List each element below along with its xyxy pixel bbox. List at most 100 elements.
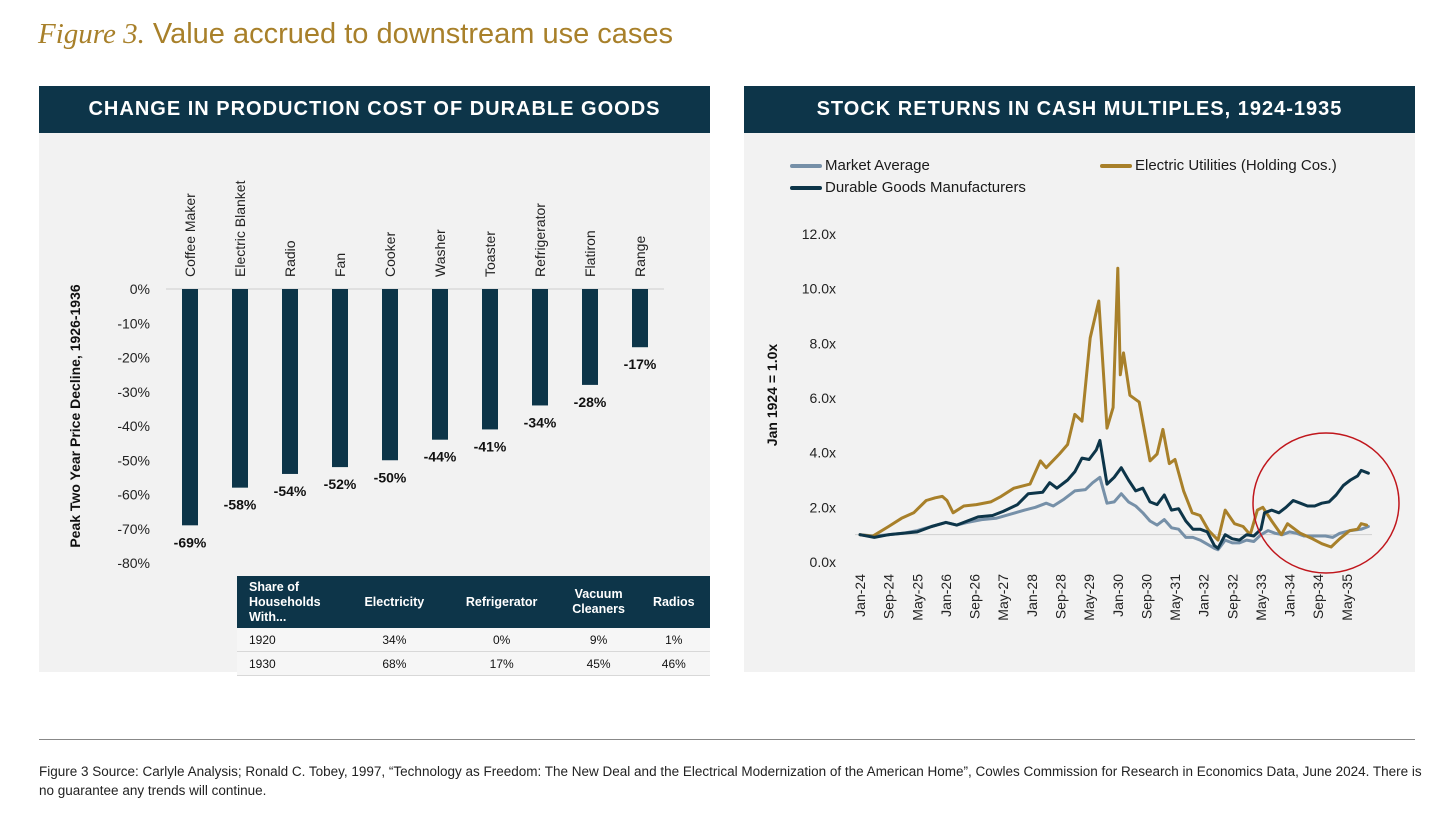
legend-market-average: Market Average: [790, 157, 930, 174]
bar-chart-panel: CHANGE IN PRODUCTION COST OF DURABLE GOO…: [39, 86, 710, 672]
category-label: Cooker: [382, 232, 398, 277]
x-tick-label: Jan-28: [1024, 574, 1040, 617]
legend-swatch: [790, 185, 822, 190]
table-cell: 0%: [443, 628, 560, 652]
y-tick-label: 0%: [130, 281, 150, 297]
households-table: Share of Households With... Electricity …: [237, 576, 710, 676]
x-tick-label: May-27: [995, 574, 1011, 621]
y-tick-label: 6.0x: [810, 390, 836, 406]
data-label: -17%: [624, 356, 657, 372]
x-tick-label: May-35: [1339, 574, 1355, 621]
category-label: Washer: [432, 229, 448, 277]
table-cell: 1920: [237, 628, 345, 652]
table-header: Radios: [637, 576, 710, 628]
source-note: Figure 3 Source: Carlyle Analysis; Ronal…: [39, 764, 1422, 798]
y-tick-label: 0.0x: [810, 554, 836, 570]
bar: [482, 289, 498, 430]
table-header: Share of Households With...: [237, 576, 345, 628]
x-tick-label: Sep-26: [967, 574, 983, 619]
legend-label: Durable Goods Manufacturers: [825, 179, 1026, 196]
figure-title: Figure 3. Value accrued to downstream us…: [38, 18, 673, 51]
bar-chart-title: CHANGE IN PRODUCTION COST OF DURABLE GOO…: [39, 86, 710, 133]
bar: [432, 289, 448, 440]
x-tick-label: May-29: [1081, 574, 1097, 621]
category-label: Refrigerator: [532, 203, 548, 277]
y-tick-label: -30%: [117, 384, 150, 400]
x-tick-label: Jan-30: [1110, 574, 1126, 617]
y-tick-label: 12.0x: [802, 226, 836, 242]
bar: [232, 289, 248, 488]
data-label: -44%: [424, 449, 457, 465]
legend-label: Market Average: [825, 157, 930, 174]
legend-swatch: [1100, 163, 1132, 168]
table-cell: 9%: [559, 628, 638, 652]
data-label: -41%: [474, 438, 507, 454]
table-header: Electricity: [345, 576, 444, 628]
category-label: Range: [632, 236, 648, 277]
bar: [632, 289, 648, 348]
table-row: 1920 34% 0% 9% 1%: [237, 628, 710, 652]
table-header-row: Share of Households With... Electricity …: [237, 576, 710, 628]
table-cell: 46%: [637, 651, 710, 676]
data-label: -28%: [574, 394, 607, 410]
line-chart-panel: STOCK RETURNS IN CASH MULTIPLES, 1924-19…: [744, 86, 1415, 672]
table-cell: 45%: [559, 651, 638, 676]
y-tick-label: -60%: [117, 487, 150, 503]
table-cell: 68%: [345, 651, 444, 676]
table-cell: 1%: [637, 628, 710, 652]
legend-electric-utilities: Electric Utilities (Holding Cos.): [1100, 157, 1337, 174]
y-axis-title: Peak Two Year Price Decline, 1926-1936: [67, 284, 83, 548]
y-tick-label: 2.0x: [810, 499, 836, 515]
bar: [282, 289, 298, 474]
x-tick-label: Jan-26: [938, 574, 954, 617]
x-tick-label: Sep-34: [1310, 574, 1326, 619]
y-tick-label: -20%: [117, 350, 150, 366]
x-tick-label: Jan-34: [1282, 574, 1298, 617]
legend-swatch: [790, 163, 822, 168]
highlight-circle: [1252, 432, 1400, 574]
data-label: -58%: [224, 497, 257, 513]
category-label: Radio: [282, 240, 298, 277]
y-tick-label: -70%: [117, 521, 150, 537]
figure-number: Figure 3.: [38, 18, 145, 50]
table-cell: 17%: [443, 651, 560, 676]
x-tick-label: May-33: [1253, 574, 1269, 621]
x-tick-label: May-31: [1167, 574, 1183, 621]
bar: [582, 289, 598, 385]
line-chart-title: STOCK RETURNS IN CASH MULTIPLES, 1924-19…: [744, 86, 1415, 133]
bar: [182, 289, 198, 526]
figure-title-text: Value accrued to downstream use cases: [152, 18, 674, 50]
data-label: -50%: [374, 469, 407, 485]
category-label: Toaster: [482, 231, 498, 277]
y-tick-label: -10%: [117, 315, 150, 331]
y-tick-label: -50%: [117, 452, 150, 468]
y-tick-label: 10.0x: [802, 281, 836, 297]
bar: [382, 289, 398, 461]
table-cell: 34%: [345, 628, 444, 652]
divider: [39, 739, 1415, 740]
data-label: -52%: [324, 476, 357, 492]
series-line-market-average: [858, 475, 1370, 552]
x-tick-label: Sep-30: [1138, 574, 1154, 619]
x-tick-label: Sep-24: [881, 574, 897, 619]
y-tick-label: -40%: [117, 418, 150, 434]
data-label: -54%: [274, 483, 307, 499]
category-label: Fan: [332, 253, 348, 277]
legend-label: Electric Utilities (Holding Cos.): [1135, 157, 1337, 174]
legend-durable-goods: Durable Goods Manufacturers: [790, 179, 1026, 196]
series-line-durable-goods-manufacturers: [858, 438, 1370, 550]
y-tick-label: -80%: [117, 555, 150, 571]
category-label: Coffee Maker: [182, 193, 198, 277]
table-row: 1930 68% 17% 45% 46%: [237, 651, 710, 676]
x-tick-label: Jan-32: [1196, 574, 1212, 617]
category-label: Electric Blanket: [232, 180, 248, 277]
table-cell: 1930: [237, 651, 345, 676]
table-header: Refrigerator: [443, 576, 560, 628]
bar: [332, 289, 348, 468]
x-tick-label: Sep-32: [1224, 574, 1240, 619]
y-tick-label: 8.0x: [810, 335, 836, 351]
category-label: Flatiron: [582, 230, 598, 277]
data-label: -69%: [174, 534, 207, 550]
x-tick-label: May-25: [909, 574, 925, 621]
